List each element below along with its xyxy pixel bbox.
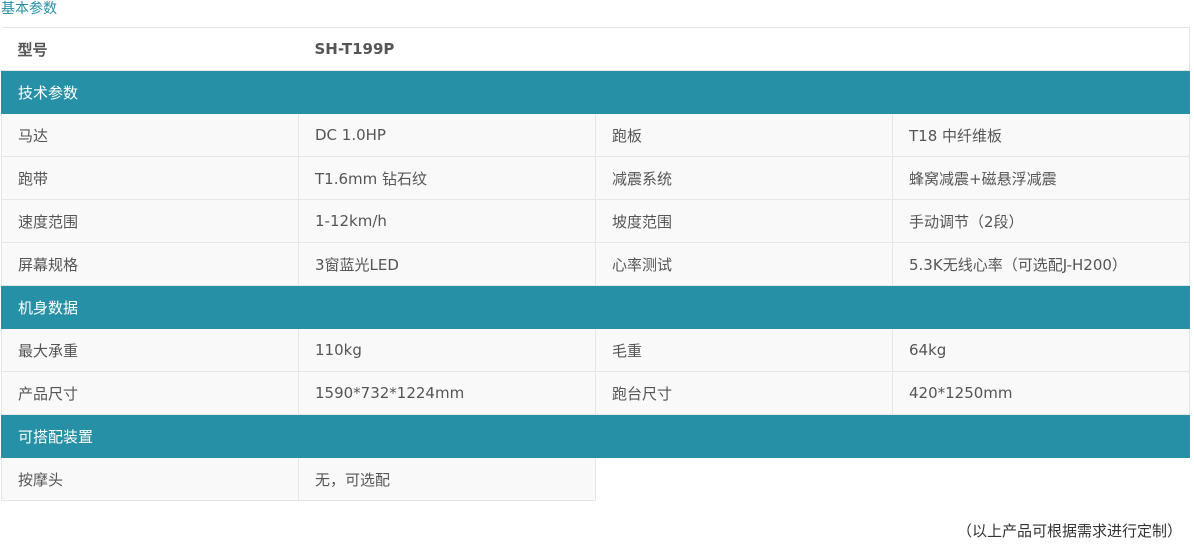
spec-label: 跑带	[1, 156, 299, 200]
model-label: 型号	[1, 27, 299, 71]
spec-label: 按摩头	[1, 457, 299, 501]
spec-row: 最大承重 110kg 毛重 64kg	[1, 328, 1190, 372]
spec-label: 跑台尺寸	[595, 371, 893, 415]
spec-value: 3窗蓝光LED	[298, 242, 596, 286]
spec-row: 跑带 T1.6mm 钻石纹 减震系统 蜂窝减震+磁悬浮减震	[1, 156, 1190, 200]
section-header: 技术参数	[1, 70, 1190, 114]
spec-label: 减震系统	[595, 156, 893, 200]
spec-value: 5.3K无线心率（可选配J-H200）	[892, 242, 1190, 286]
section-header-label: 机身数据	[1, 285, 1190, 329]
spec-value: 64kg	[892, 328, 1190, 372]
section-header-label: 技术参数	[1, 70, 1190, 114]
spec-label: 跑板	[595, 113, 893, 157]
section-header: 可搭配装置	[1, 414, 1190, 458]
section-header-label: 可搭配装置	[1, 414, 1190, 458]
spec-row: 马达 DC 1.0HP 跑板 T18 中纤维板	[1, 113, 1190, 157]
spec-label: 毛重	[595, 328, 893, 372]
spec-value: T1.6mm 钻石纹	[298, 156, 596, 200]
spec-value: T18 中纤维板	[892, 113, 1190, 157]
empty-cell	[595, 457, 893, 501]
spec-value: 手动调节（2段）	[892, 199, 1190, 243]
spec-label: 速度范围	[1, 199, 299, 243]
spec-row: 按摩头 无，可选配	[1, 457, 1190, 501]
spec-label: 坡度范围	[595, 199, 893, 243]
empty-cell	[892, 457, 1190, 501]
section-title: 基本参数	[1, 1, 57, 17]
spec-value: 420*1250mm	[892, 371, 1190, 415]
model-row: 型号 SH-T199P	[1, 27, 1190, 71]
spec-value: 无，可选配	[298, 457, 596, 501]
model-value: SH-T199P	[298, 27, 1190, 71]
spec-value: 蜂窝减震+磁悬浮减震	[892, 156, 1190, 200]
spec-row: 屏幕规格 3窗蓝光LED 心率测试 5.3K无线心率（可选配J-H200）	[1, 242, 1190, 286]
spec-label: 产品尺寸	[1, 371, 299, 415]
spec-value: 1-12km/h	[298, 199, 596, 243]
spec-table: 型号 SH-T199P 技术参数 马达 DC 1.0HP 跑板 T18 中纤维板 跑带 T1.6…	[1, 27, 1190, 501]
spec-label: 屏幕规格	[1, 242, 299, 286]
spec-row: 产品尺寸 1590*732*1224mm 跑台尺寸 420*1250mm	[1, 371, 1190, 415]
spec-value: DC 1.0HP	[298, 113, 596, 157]
spec-value: 110kg	[298, 328, 596, 372]
spec-label: 马达	[1, 113, 299, 157]
footer-note: （以上产品可根据需求进行定制）	[956, 522, 1182, 540]
spec-label: 最大承重	[1, 328, 299, 372]
spec-value: 1590*732*1224mm	[298, 371, 596, 415]
spec-label: 心率测试	[595, 242, 893, 286]
spec-row: 速度范围 1-12km/h 坡度范围 手动调节（2段）	[1, 199, 1190, 243]
section-header: 机身数据	[1, 285, 1190, 329]
